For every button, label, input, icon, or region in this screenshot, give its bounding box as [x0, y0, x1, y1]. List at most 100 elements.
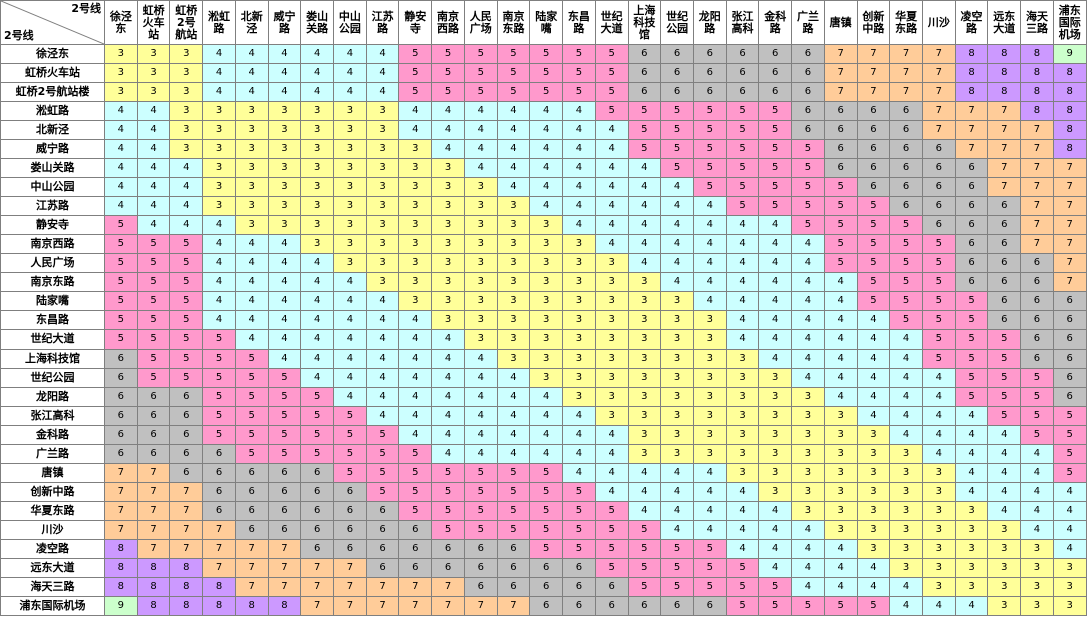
- fare-cell: 6: [889, 120, 923, 141]
- fare-cell: 4: [921, 405, 956, 426]
- row-header-station: 中山公园: [0, 177, 105, 198]
- fare-cell: 3: [104, 63, 138, 84]
- fare-cell: 6: [987, 291, 1022, 312]
- fare-cell: 3: [398, 158, 433, 179]
- row-header-station: 龙阳路: [0, 386, 105, 407]
- fare-cell: 5: [758, 576, 793, 597]
- fare-cell: 4: [791, 557, 825, 578]
- fare-cell: 7: [856, 63, 891, 84]
- fare-cell: 7: [889, 63, 923, 84]
- fare-cell: 3: [725, 386, 760, 407]
- fare-cell: 7: [365, 595, 400, 617]
- fare-cell: 4: [660, 253, 694, 274]
- fare-cell: 5: [300, 386, 335, 407]
- fare-cell: 3: [921, 557, 956, 578]
- fare-cell: 4: [627, 234, 662, 255]
- fare-cell: 5: [921, 348, 956, 369]
- fare-cell: 3: [758, 367, 793, 388]
- fare-cell: 7: [267, 538, 302, 559]
- fare-cell: 4: [1020, 462, 1054, 483]
- corner-column-line-label: 2号线: [71, 2, 101, 15]
- fare-cell: 8: [104, 557, 138, 578]
- fare-cell: 3: [496, 215, 531, 236]
- fare-cell: 3: [594, 405, 629, 426]
- fare-cell: 5: [823, 253, 858, 274]
- fare-cell: 8: [1052, 120, 1087, 141]
- fare-cell: 6: [234, 481, 269, 502]
- fare-cell: 4: [529, 386, 564, 407]
- fare-cell: 5: [202, 386, 236, 407]
- fare-cell: 5: [889, 253, 923, 274]
- row-header-station: 创新中路: [0, 481, 105, 502]
- fare-cell: 5: [921, 310, 956, 331]
- fare-cell: 5: [921, 291, 956, 312]
- fare-cell: 4: [889, 329, 923, 350]
- fare-cell: 4: [823, 557, 858, 578]
- row-header-station: 张江高科: [0, 405, 105, 426]
- fare-cell: 6: [104, 348, 138, 369]
- fare-cell: 3: [300, 120, 335, 141]
- fare-cell: 4: [333, 386, 367, 407]
- fare-cell: 3: [594, 329, 629, 350]
- fare-cell: 6: [660, 43, 694, 65]
- fare-cell: 5: [594, 500, 629, 521]
- fare-cell: 4: [431, 443, 465, 464]
- fare-cell: 3: [725, 405, 760, 426]
- fare-cell: 4: [1052, 519, 1087, 540]
- fare-cell: 4: [463, 386, 498, 407]
- row-header-station: 陆家嘴: [0, 291, 105, 312]
- fare-cell: 4: [300, 310, 335, 331]
- fare-cell: 7: [169, 500, 204, 521]
- fare-cell: 6: [463, 576, 498, 597]
- fare-cell: 5: [856, 291, 891, 312]
- fare-cell: 6: [234, 519, 269, 540]
- fare-cell: 4: [333, 272, 367, 293]
- fare-cell: 3: [1020, 557, 1054, 578]
- fare-cell: 6: [300, 462, 335, 483]
- table-row: 东昌路 5 5 5 4 4 4 4 4 4 4 3 3 3 3 3 3 3 3 3 4 4 4 4 4 5 5 5 6 6 6: [0, 310, 1087, 331]
- fare-cell: 4: [267, 253, 302, 274]
- fare-cell: 8: [954, 43, 989, 65]
- fare-cell: 3: [562, 310, 596, 331]
- column-header-station: 南京 东路: [496, 0, 531, 45]
- fare-cell: 5: [463, 500, 498, 521]
- fare-cell: 6: [954, 196, 989, 217]
- fare-cell: 3: [300, 158, 335, 179]
- table-row: 徐泾东 3 3 3 4 4 4 4 4 4 5 5 5 5 5 5 5 6 6 6 6 6 6 7 7 7 7 8 8 8 9: [0, 43, 1087, 65]
- fare-cell: 5: [169, 272, 204, 293]
- fare-cell: 5: [823, 196, 858, 217]
- fare-cell: 4: [431, 386, 465, 407]
- table-row: 虹桥火车站 3 3 3 4 4 4 4 4 4 5 5 5 5 5 5 5 6 6 6 6 6 6 7 7 7 7 8 8 8 8: [0, 63, 1087, 84]
- fare-cell: 4: [365, 405, 400, 426]
- fare-cell: 6: [987, 196, 1022, 217]
- fare-cell: 5: [921, 253, 956, 274]
- fare-cell: 3: [431, 310, 465, 331]
- fare-cell: 3: [202, 177, 236, 198]
- fare-cell: 3: [365, 158, 400, 179]
- fare-cell: 5: [660, 139, 694, 160]
- fare-cell: 3: [562, 386, 596, 407]
- fare-cell: 6: [529, 595, 564, 617]
- fare-cell: 7: [1052, 177, 1087, 198]
- fare-cell: 6: [692, 43, 727, 65]
- fare-cell: 4: [300, 367, 335, 388]
- fare-cell: 5: [921, 329, 956, 350]
- fare-cell: 3: [529, 367, 564, 388]
- fare-cell: 4: [791, 329, 825, 350]
- fare-cell: 4: [104, 139, 138, 160]
- fare-cell: 4: [594, 139, 629, 160]
- fare-cell: 7: [1020, 120, 1054, 141]
- fare-cell: 3: [1052, 576, 1087, 597]
- fare-cell: 4: [856, 386, 891, 407]
- fare-cell: 3: [169, 43, 204, 65]
- fare-cell: 4: [791, 576, 825, 597]
- fare-cell: 5: [627, 538, 662, 559]
- fare-cell: 5: [136, 272, 171, 293]
- corner-diagonal-line: [1, 1, 104, 44]
- fare-cell: 3: [496, 291, 531, 312]
- fare-cell: 4: [496, 177, 531, 198]
- fare-cell: 4: [529, 424, 564, 445]
- fare-cell: 3: [660, 310, 694, 331]
- fare-cell: 5: [463, 63, 498, 84]
